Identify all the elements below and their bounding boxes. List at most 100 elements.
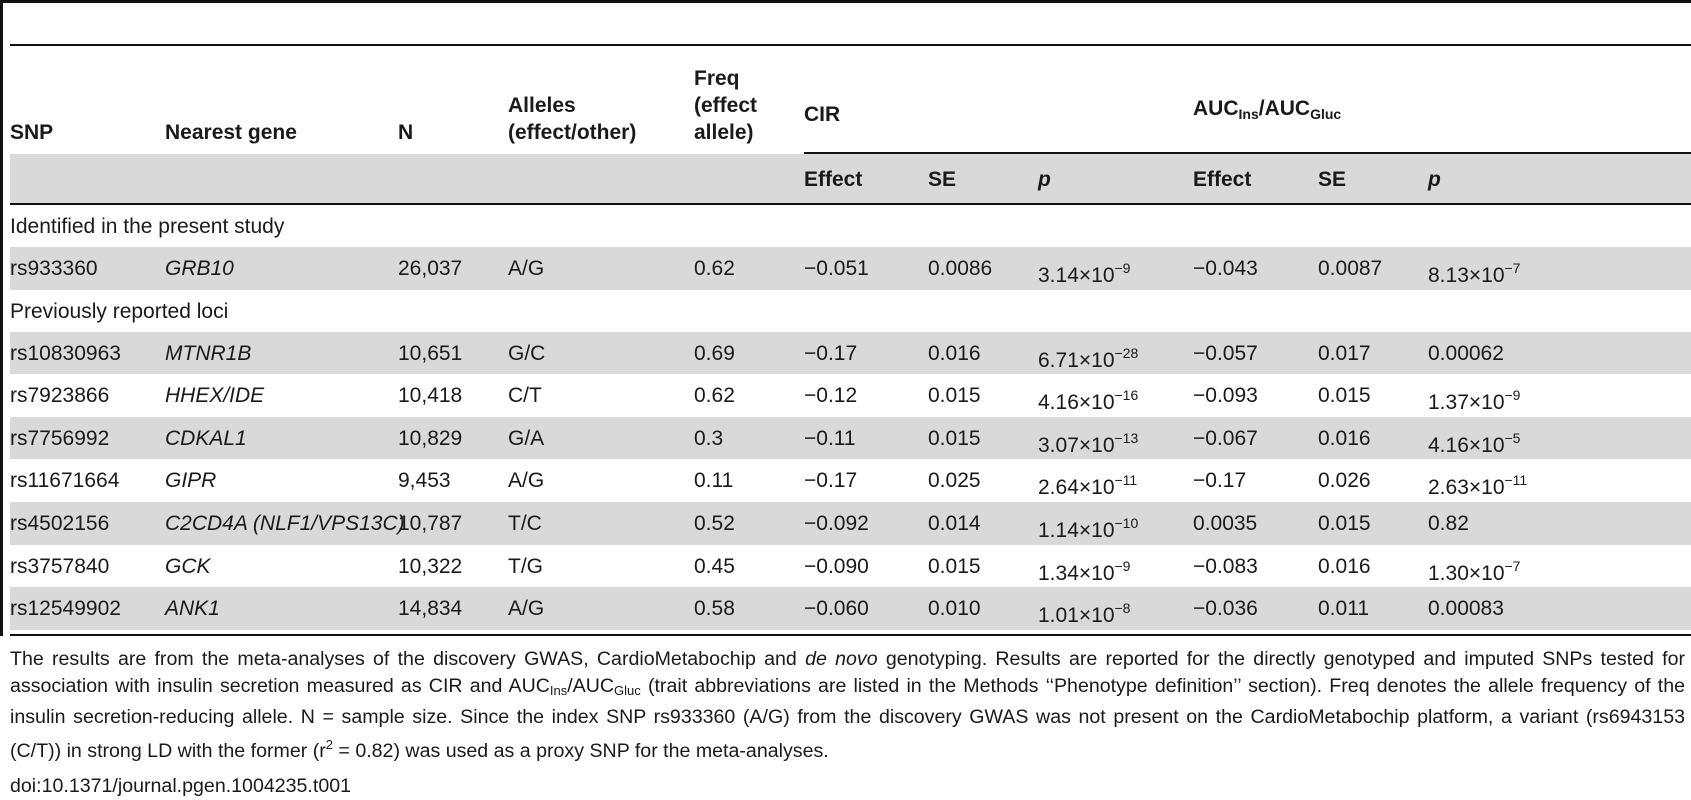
cell-gene: CDKAL1 bbox=[165, 426, 247, 450]
cell-alleles: G/A bbox=[508, 426, 545, 450]
cell-alleles: T/C bbox=[508, 511, 542, 535]
cell-cir-p: 3.14×10−9 bbox=[1038, 260, 1131, 287]
cell-auc-effect: 0.0035 bbox=[1193, 511, 1258, 535]
cell-freq: 0.3 bbox=[694, 426, 724, 450]
cell-cir-p: 1.01×10−8 bbox=[1038, 600, 1131, 628]
cell-auc-se: 0.015 bbox=[1318, 384, 1371, 408]
section-title: Previously reported loci bbox=[10, 299, 229, 323]
header-snp: SNP bbox=[10, 121, 54, 144]
cell-freq: 0.52 bbox=[694, 511, 735, 535]
section-header-row: Previously reported loci bbox=[10, 290, 1691, 332]
cell-gene: GCK bbox=[165, 554, 211, 578]
table-footnote: The results are from the meta-analyses o… bbox=[10, 648, 1686, 762]
header-alleles-line2: (effect/other) bbox=[508, 121, 637, 144]
cell-snp: rs933360 bbox=[10, 257, 98, 280]
cell-auc-effect: −0.17 bbox=[1193, 469, 1247, 493]
p-exponent: −28 bbox=[1114, 344, 1139, 361]
cell-snp: rs10830963 bbox=[10, 341, 121, 365]
cell-auc-effect: −0.036 bbox=[1193, 597, 1258, 621]
cell-gene: C2CD4A (NLF1/VPS13C) bbox=[165, 511, 405, 535]
cell-snp: rs3757840 bbox=[10, 554, 110, 578]
header-cir: CIR bbox=[804, 103, 841, 126]
cell-snp: rs4502156 bbox=[10, 511, 110, 535]
cell-auc-p: 1.37×10−9 bbox=[1428, 387, 1521, 415]
cell-auc-p: 1.30×10−7 bbox=[1428, 557, 1521, 585]
cell-auc-effect: −0.067 bbox=[1193, 426, 1258, 450]
cell-auc-se: 0.026 bbox=[1318, 469, 1371, 493]
cell-auc-se: 0.015 bbox=[1318, 511, 1371, 535]
frame-top-border bbox=[0, 0, 1691, 3]
cell-cir-p: 6.71×10−28 bbox=[1038, 344, 1139, 372]
frame-left-border bbox=[0, 0, 3, 636]
table-bottom-rule bbox=[10, 634, 1691, 636]
cell-snp: rs12549902 bbox=[10, 597, 121, 621]
table-row: rs12549902 ANK1 14,834 A/G 0.58 −0.060 0.010 1.… bbox=[10, 587, 1691, 630]
cell-cir-se: 0.015 bbox=[928, 426, 981, 450]
cell-auc-p: 2.63×10−11 bbox=[1428, 472, 1528, 500]
cell-auc-p: 0.00062 bbox=[1428, 341, 1504, 365]
cell-cir-p: 1.34×10−9 bbox=[1038, 557, 1131, 585]
p-exponent: −8 bbox=[1114, 600, 1131, 617]
table-row: rs10830963 MTNR1B 10,651 G/C 0.69 −0.17 0.016 6… bbox=[10, 331, 1691, 375]
p-exponent: −11 bbox=[1504, 472, 1528, 489]
p-exponent: −10 bbox=[1114, 514, 1139, 531]
cell-gene: MTNR1B bbox=[165, 341, 252, 365]
header-alleles: Alleles (effect/other) bbox=[508, 92, 636, 146]
table-row: rs11671664 GIPR 9,453 A/G 0.11 −0.17 0.025 2.64… bbox=[10, 459, 1691, 502]
cell-n: 10,322 bbox=[398, 554, 463, 578]
cell-snp: rs7756992 bbox=[10, 426, 110, 450]
cell-cir-se: 0.025 bbox=[928, 469, 981, 493]
cell-gene: HHEX/IDE bbox=[165, 384, 265, 408]
table-row: rs7923866 HHEX/IDE 10,418 C/T 0.62 −0.12 0.015… bbox=[10, 374, 1691, 417]
p-exponent: −11 bbox=[1114, 472, 1138, 489]
cell-auc-se: 0.017 bbox=[1318, 341, 1371, 365]
p-exponent: −7 bbox=[1504, 557, 1521, 574]
header-auc-se: SE bbox=[1318, 168, 1347, 191]
cell-auc-effect: −0.057 bbox=[1193, 341, 1258, 365]
cell-cir-effect: −0.060 bbox=[804, 597, 869, 621]
cell-cir-p: 3.07×10−13 bbox=[1038, 429, 1139, 457]
header-nearest-gene: Nearest gene bbox=[165, 121, 297, 144]
cell-n: 10,829 bbox=[398, 426, 463, 450]
cell-auc-p: 0.82 bbox=[1428, 511, 1469, 535]
header-auc-p: p bbox=[1428, 168, 1441, 191]
cell-auc-se: 0.011 bbox=[1318, 597, 1369, 621]
header-auc-effect: Effect bbox=[1193, 168, 1252, 191]
table-row: rs933360 GRB10 26,037 A/G 0.62 −0.051 0.0086 3.… bbox=[10, 247, 1691, 290]
cell-cir-effect: −0.051 bbox=[804, 257, 869, 280]
header-auc: AUCIns/AUCGluc bbox=[1193, 97, 1342, 122]
table-body: Identified in the present study rs933360 G… bbox=[10, 205, 1691, 630]
auc-group-rule bbox=[1193, 152, 1691, 154]
cell-auc-se: 0.016 bbox=[1318, 426, 1371, 450]
p-exponent: −16 bbox=[1114, 387, 1139, 404]
cell-cir-effect: −0.11 bbox=[804, 426, 856, 450]
table-row: rs3757840 GCK 10,322 T/G 0.45 −0.090 0.015 1.34… bbox=[10, 545, 1691, 588]
p-exponent: −9 bbox=[1504, 387, 1521, 404]
cell-cir-se: 0.0086 bbox=[928, 257, 993, 280]
cell-auc-effect: −0.093 bbox=[1193, 384, 1258, 408]
header-cir-p: p bbox=[1038, 168, 1051, 191]
cell-snp: rs7923866 bbox=[10, 384, 110, 408]
cell-alleles: A/G bbox=[508, 597, 545, 621]
cir-group-rule bbox=[804, 152, 1266, 154]
cell-auc-p: 4.16×10−5 bbox=[1428, 429, 1521, 457]
p-exponent: −9 bbox=[1114, 260, 1131, 276]
cell-auc-p: 8.13×10−7 bbox=[1428, 260, 1521, 287]
header-bottom-rule bbox=[10, 203, 1691, 205]
cell-n: 14,834 bbox=[398, 597, 463, 621]
table-row: rs7756992 CDKAL1 10,829 G/A 0.3 −0.11 0.015 3.0… bbox=[10, 416, 1691, 460]
doi-link[interactable]: doi:10.1371/journal.pgen.1004235.t001 bbox=[10, 775, 352, 797]
cell-snp: rs11671664 bbox=[10, 469, 120, 493]
cell-cir-se: 0.014 bbox=[928, 511, 981, 535]
cell-alleles: T/G bbox=[508, 554, 543, 578]
cell-alleles: A/G bbox=[508, 257, 545, 280]
cell-gene: ANK1 bbox=[165, 597, 220, 621]
cell-cir-effect: −0.17 bbox=[804, 469, 858, 493]
cell-cir-se: 0.015 bbox=[928, 384, 981, 408]
cell-n: 26,037 bbox=[398, 257, 463, 280]
cell-gene: GIPR bbox=[165, 469, 217, 493]
cell-cir-effect: −0.092 bbox=[804, 511, 869, 535]
cell-cir-se: 0.010 bbox=[928, 597, 981, 621]
p-exponent: −13 bbox=[1114, 429, 1139, 446]
cell-auc-effect: −0.083 bbox=[1193, 554, 1258, 578]
